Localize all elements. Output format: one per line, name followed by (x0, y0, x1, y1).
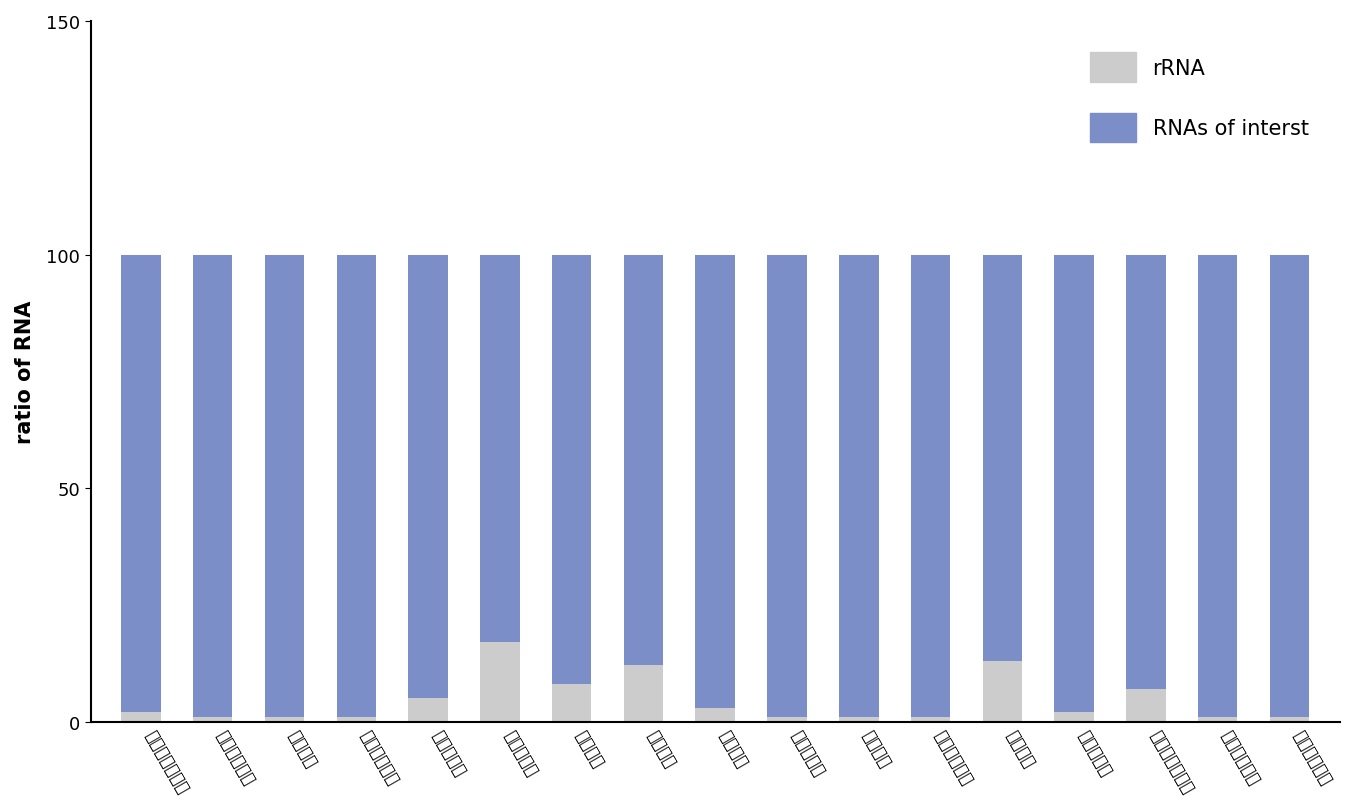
Bar (695, 255, 735, 708)
Bar (911, 717, 951, 722)
Bar (265, 255, 304, 717)
Bar (481, 255, 520, 642)
Bar (121, 255, 160, 712)
Bar (409, 255, 448, 698)
Bar (1198, 255, 1237, 717)
Bar (337, 717, 376, 722)
Bar (1054, 712, 1095, 722)
Bar (839, 717, 879, 722)
Bar (551, 255, 591, 684)
Bar (695, 708, 735, 722)
Legend: rRNA, RNAs of interst: rRNA, RNAs of interst (1069, 32, 1329, 164)
Y-axis label: ratio of RNA: ratio of RNA (15, 300, 35, 444)
Bar (623, 666, 663, 722)
Bar (623, 255, 663, 666)
Bar (1126, 689, 1165, 722)
Bar (551, 684, 591, 722)
Bar (121, 712, 160, 722)
Bar (409, 698, 448, 722)
Bar (983, 661, 1023, 722)
Bar (337, 255, 376, 717)
Bar (193, 255, 232, 717)
Bar (265, 717, 304, 722)
Bar (911, 255, 951, 717)
Bar (983, 255, 1023, 661)
Bar (193, 717, 232, 722)
Bar (1270, 255, 1309, 717)
Bar (1198, 717, 1237, 722)
Bar (1054, 255, 1095, 712)
Bar (481, 642, 520, 722)
Bar (1270, 717, 1309, 722)
Bar (1126, 255, 1165, 689)
Bar (839, 255, 879, 717)
Bar (767, 255, 807, 717)
Bar (767, 717, 807, 722)
